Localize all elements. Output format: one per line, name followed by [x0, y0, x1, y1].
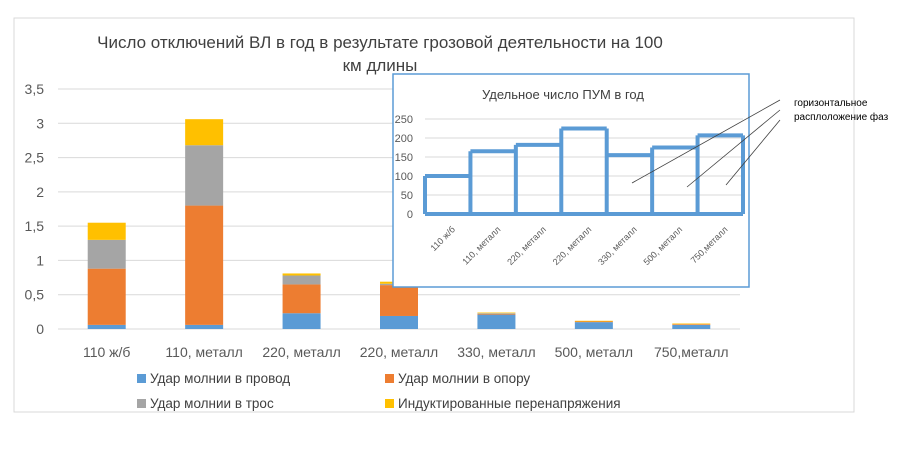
- main-x-tick-label: 220, металл: [360, 344, 438, 360]
- inset-chart-border: [392, 73, 750, 288]
- bar-segment: [185, 145, 224, 206]
- bar-segment: [574, 322, 613, 329]
- legend-label-induced: Индуктированные перенапряжения: [398, 396, 621, 411]
- main-y-tick-label: 3,5: [25, 81, 45, 97]
- main-x-tick-label: 110 ж/б: [83, 344, 130, 360]
- main-y-tick-label: 1: [36, 252, 44, 268]
- bar-segment: [282, 284, 321, 314]
- bar-segment: [574, 321, 613, 323]
- main-x-tick-label: 220, металл: [262, 344, 340, 360]
- bar-segment: [282, 273, 321, 276]
- legend-swatch-wire: [137, 374, 146, 383]
- bar-segment: [574, 320, 613, 322]
- bar-segment: [185, 324, 224, 329]
- inset-y-tick-label: 0: [407, 209, 413, 221]
- main-x-tick-label: 110, металл: [165, 344, 242, 360]
- bar-segment: [87, 268, 126, 325]
- legend-swatch-tower: [385, 374, 394, 383]
- legend-label-groundwire: Удар молнии в трос: [150, 396, 274, 411]
- bar-segment: [87, 239, 126, 269]
- bar-segment: [477, 313, 516, 314]
- bar-segment: [672, 324, 711, 329]
- main-y-tick-label: 2,5: [25, 150, 45, 166]
- annotation-pointer-line: [725, 119, 781, 186]
- bar-segment: [185, 205, 224, 325]
- annotation-pointer-line: [631, 99, 781, 184]
- inset-y-axis: 0 50 100 150 200 250: [395, 114, 413, 221]
- legend-swatch-induced: [385, 399, 394, 408]
- legend-swatch-groundwire: [137, 399, 146, 408]
- annotation-label-line2: расплоложение фаз: [794, 111, 889, 123]
- inset-chart-title: Удельное число ПУМ в год: [482, 87, 644, 102]
- bar-segment: [282, 275, 321, 285]
- inset-y-tick-label: 250: [395, 114, 413, 126]
- bar-segment: [672, 324, 711, 325]
- bar-segment: [380, 315, 418, 329]
- bar-segment: [87, 324, 126, 329]
- legend-label-wire: Удар молнии в провод: [150, 371, 290, 386]
- bar-segment: [477, 314, 516, 329]
- main-y-tick-label: 1,5: [25, 218, 45, 234]
- inset-step-line: [423, 126, 745, 216]
- main-x-tick-label: 500, металл: [555, 344, 633, 360]
- bar-segment: [477, 312, 516, 314]
- main-x-tick-label: 330, металл: [457, 344, 535, 360]
- main-y-tick-label: 0: [36, 321, 44, 337]
- annotation: горизонтальное расплоложение фаз: [631, 98, 889, 188]
- inset-y-tick-label: 150: [395, 152, 413, 164]
- main-y-tick-label: 2: [36, 184, 44, 200]
- inset-y-tick-label: 100: [395, 171, 413, 183]
- main-x-tick-label: 750,металл: [654, 344, 729, 360]
- main-x-axis: 110 ж/б 110, металл 220, металл 220, металл…: [83, 344, 729, 360]
- main-y-tick-label: 3: [36, 115, 44, 131]
- main-y-tick-label: 0,5: [25, 287, 45, 303]
- bar-segment: [282, 313, 321, 329]
- bar-segment: [87, 222, 126, 240]
- main-chart-title-line2: км длины: [343, 56, 418, 75]
- inset-y-tick-label: 50: [401, 190, 413, 202]
- annotation-label-line1: горизонтальное: [794, 98, 868, 109]
- main-legend: Удар молнии в провод Удар молнии в опору…: [137, 371, 621, 411]
- inset-y-tick-label: 200: [395, 133, 413, 145]
- annotation-pointer-line: [686, 109, 781, 188]
- bar-segment: [380, 285, 418, 316]
- legend-label-tower: Удар молнии в опору: [398, 371, 530, 386]
- bar-segment: [185, 119, 224, 146]
- main-chart-title-line1: Число отключений ВЛ в год в результате г…: [97, 33, 663, 52]
- bar-segment: [672, 323, 711, 325]
- main-y-axis: 0 0,5 1 1,5 2 2,5 3 3,5: [25, 81, 45, 337]
- bar-segment: [477, 313, 516, 315]
- main-bars: [87, 119, 711, 329]
